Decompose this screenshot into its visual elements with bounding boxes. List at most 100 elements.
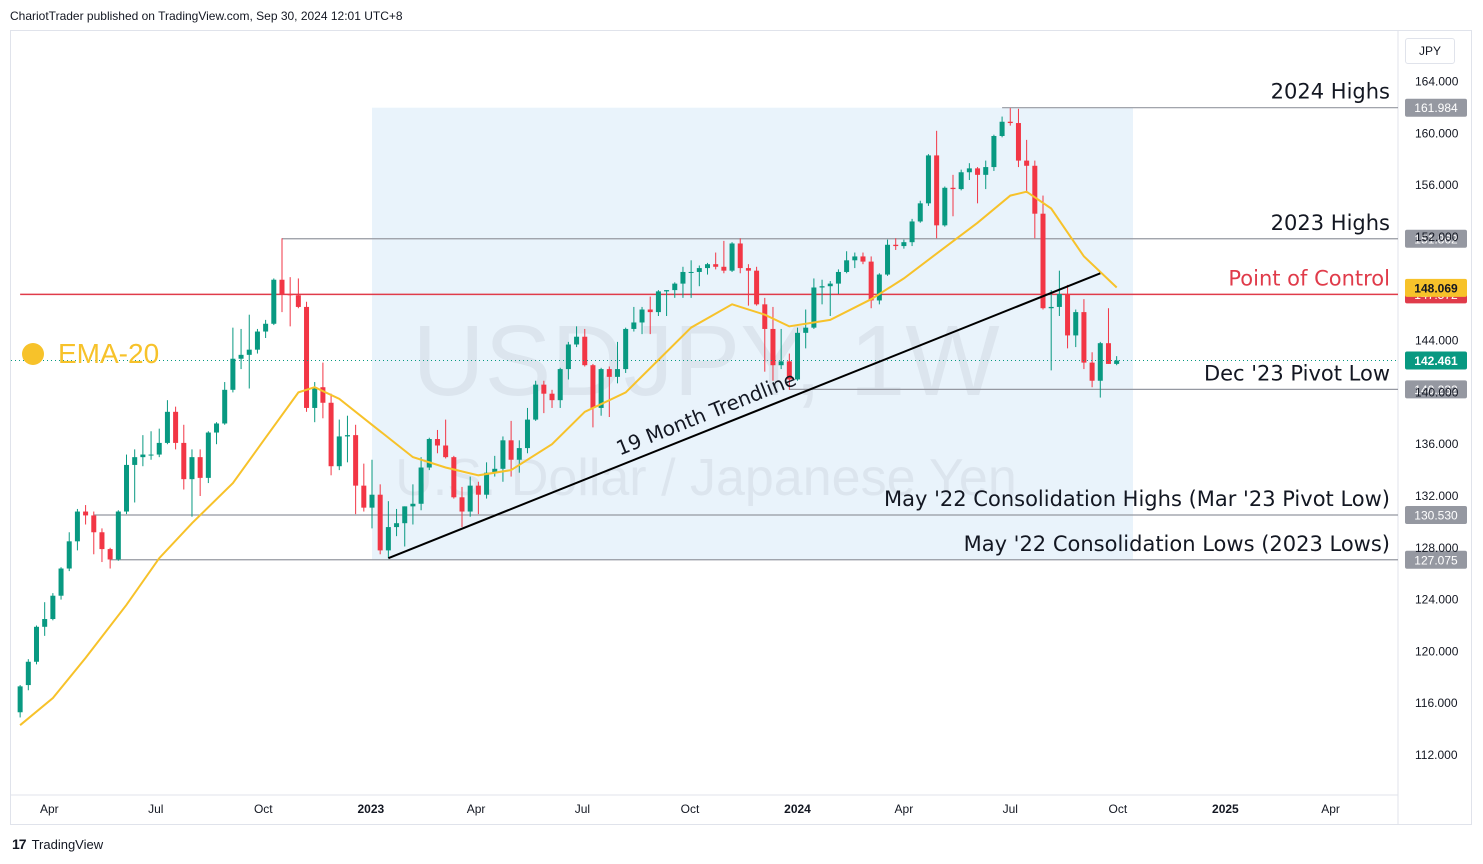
- candle: [369, 459, 375, 529]
- candle-body: [614, 369, 620, 377]
- candle-body: [606, 369, 612, 377]
- time-tick-label: Oct: [681, 802, 700, 816]
- candles-layer: [17, 108, 1120, 718]
- candle-body: [402, 506, 408, 524]
- currency-selector[interactable]: JPY: [1405, 38, 1455, 64]
- candle-body: [361, 485, 367, 508]
- candle: [205, 431, 211, 484]
- candle: [811, 278, 817, 329]
- candle-body: [762, 304, 768, 329]
- candle: [672, 282, 678, 298]
- candle-body: [737, 243, 743, 269]
- candle-body: [1015, 123, 1021, 161]
- time-tick-label: Oct: [1108, 802, 1127, 816]
- candle: [999, 116, 1005, 138]
- candle: [835, 269, 841, 294]
- candle: [516, 440, 522, 473]
- candle-body: [868, 261, 874, 301]
- candle-body: [263, 323, 269, 332]
- candle-body: [344, 435, 350, 437]
- candle-body: [312, 387, 318, 408]
- level-label: 2024 Highs: [1271, 80, 1390, 104]
- candle-body: [696, 268, 702, 272]
- price-axis[interactable]: 164.000160.000156.000152.000148.000144.0…: [1415, 75, 1459, 762]
- candle: [729, 242, 735, 272]
- candle: [336, 419, 342, 471]
- candle: [83, 505, 89, 525]
- candle-body: [582, 336, 588, 366]
- candle-body: [443, 445, 449, 458]
- price-tag-label: 148.069: [1414, 281, 1458, 295]
- candle: [304, 301, 310, 412]
- candle: [885, 239, 891, 276]
- level-price-label: 130.530: [1414, 509, 1458, 523]
- candle: [778, 328, 784, 370]
- candle: [713, 252, 719, 270]
- candle-body: [705, 264, 711, 269]
- candle-body: [451, 457, 457, 498]
- candle-body: [279, 279, 285, 294]
- candle-body: [508, 440, 514, 460]
- time-tick-label: Apr: [40, 802, 59, 816]
- candle: [745, 264, 751, 306]
- candle-body: [713, 264, 719, 267]
- candle: [958, 169, 964, 191]
- candle-body: [33, 626, 39, 662]
- candle: [680, 266, 686, 298]
- candle: [402, 506, 408, 547]
- candle-body: [1040, 213, 1046, 309]
- price-tick-label: 152.000: [1415, 230, 1459, 244]
- candle: [1097, 341, 1103, 398]
- candle: [1040, 195, 1046, 310]
- candle: [50, 593, 56, 621]
- price-tick-label: 164.000: [1415, 75, 1459, 89]
- candle: [238, 328, 244, 370]
- candle-body: [328, 402, 334, 467]
- candle: [500, 436, 506, 482]
- candle-body: [295, 295, 301, 307]
- candle: [164, 400, 170, 445]
- candle-body: [197, 457, 203, 478]
- candle-body: [1081, 312, 1087, 363]
- level-price-label: 151.862: [1414, 232, 1458, 246]
- time-axis[interactable]: Apr Jul Oct 2023 Apr Jul Oct 2024 Apr Jul Oct 2025 A…: [40, 802, 1340, 816]
- candle: [1065, 284, 1071, 349]
- trendline: [387, 272, 1101, 560]
- footer-brand[interactable]: 17 TradingView: [12, 836, 103, 852]
- candle-body: [876, 274, 882, 301]
- candle-body: [917, 203, 923, 222]
- candle: [655, 290, 661, 316]
- price-tag-label: 142.461: [1414, 354, 1458, 368]
- candle: [246, 314, 252, 389]
- candle-body: [1073, 312, 1079, 336]
- candle-body: [729, 243, 735, 271]
- candle: [361, 463, 367, 512]
- candle-body: [549, 393, 555, 401]
- candle: [475, 481, 481, 515]
- candle-body: [148, 454, 154, 456]
- price-tick-label: 136.000: [1415, 437, 1459, 451]
- candle-body: [418, 467, 424, 504]
- candle: [148, 431, 154, 460]
- candle: [647, 296, 653, 335]
- candle-body: [533, 384, 539, 420]
- price-tick-label: 144.000: [1415, 334, 1459, 348]
- candle: [287, 277, 293, 327]
- publisher-credit: ChariotTrader published on TradingView.c…: [10, 9, 403, 23]
- ema-legend-label: EMA-20: [58, 338, 160, 369]
- time-tick-label: 2024: [784, 802, 811, 816]
- candle-body: [222, 389, 228, 424]
- candle: [942, 186, 948, 227]
- candle-body: [467, 485, 473, 512]
- candle: [795, 327, 801, 381]
- candle: [74, 508, 80, 551]
- candle-body: [1114, 360, 1120, 364]
- candle-body: [844, 260, 850, 272]
- candle-body: [786, 361, 792, 380]
- candle: [549, 389, 555, 408]
- candle: [17, 685, 23, 718]
- candle: [115, 510, 121, 561]
- candle: [582, 328, 588, 367]
- candle-body: [189, 457, 195, 480]
